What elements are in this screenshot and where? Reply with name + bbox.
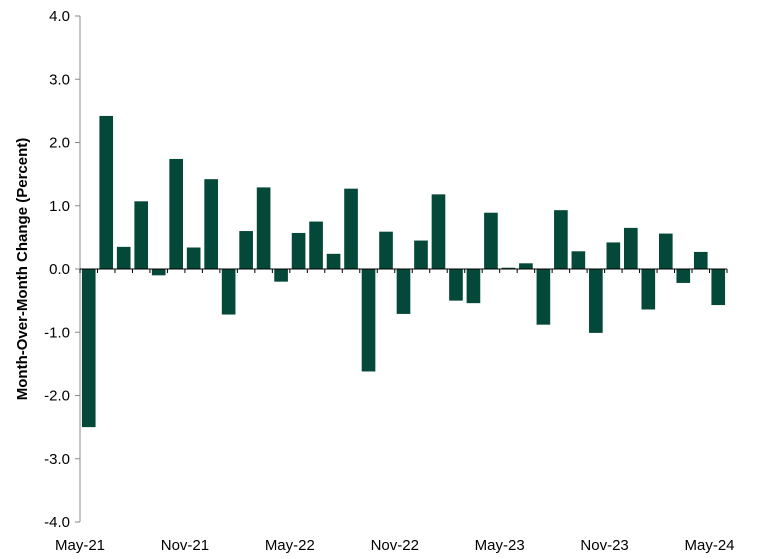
bar-Apr-24 bbox=[693, 251, 708, 269]
bar-Aug-21 bbox=[134, 201, 149, 269]
bar-Sep-22 bbox=[361, 269, 376, 372]
bar-Jun-21 bbox=[99, 115, 114, 269]
bar-group bbox=[81, 115, 726, 428]
y-tick-label: -2.0 bbox=[44, 388, 70, 405]
bar-Aug-23 bbox=[554, 210, 568, 269]
bar-Jun-22 bbox=[309, 221, 323, 269]
bar-Jan-22 bbox=[221, 269, 236, 315]
x-tick-label: May-24 bbox=[684, 537, 734, 554]
x-tick-label: May-21 bbox=[55, 537, 105, 554]
x-tick-label: Nov-23 bbox=[580, 537, 628, 554]
bar-Jul-21 bbox=[116, 246, 131, 269]
bar-Dec-23 bbox=[624, 227, 638, 269]
x-tick-label: May-22 bbox=[265, 537, 315, 554]
y-tick-label: -1.0 bbox=[44, 324, 70, 341]
bar-Oct-23 bbox=[589, 269, 603, 333]
bar-Feb-23 bbox=[449, 269, 463, 301]
bar-Apr-22 bbox=[274, 269, 288, 282]
bar-Nov-21 bbox=[186, 247, 201, 269]
bar-Apr-23 bbox=[484, 212, 498, 269]
bar-Feb-24 bbox=[658, 233, 673, 269]
y-tick-label: -3.0 bbox=[44, 451, 70, 468]
bar-Mar-22 bbox=[256, 187, 271, 269]
bar-Sep-23 bbox=[571, 251, 586, 269]
bar-Mar-24 bbox=[676, 269, 691, 283]
bar-May-22 bbox=[291, 232, 306, 269]
bar-Dec-22 bbox=[414, 240, 428, 269]
y-tick-label: 2.0 bbox=[49, 135, 70, 152]
bar-Nov-22 bbox=[396, 269, 411, 314]
y-tick-label: 3.0 bbox=[49, 71, 70, 88]
bar-Oct-22 bbox=[379, 231, 393, 269]
y-tick-group: -4.0 -3.0 -2.0 -1.0 0.0 1.0 2.0 3.0 4.0 bbox=[44, 8, 80, 531]
bar-May-21 bbox=[81, 269, 96, 428]
y-tick-label: 1.0 bbox=[49, 198, 70, 215]
bar-Oct-21 bbox=[169, 158, 183, 269]
bar-Dec-21 bbox=[204, 179, 218, 269]
bar-Jan-24 bbox=[641, 269, 656, 310]
x-tick-label: May-23 bbox=[475, 537, 525, 554]
y-tick-label: 4.0 bbox=[49, 8, 70, 25]
bar-Nov-23 bbox=[606, 242, 621, 269]
bar-Jan-23 bbox=[431, 194, 446, 269]
bar-May-24 bbox=[711, 269, 726, 306]
bar-Jul-22 bbox=[326, 253, 341, 269]
bar-Jun-23 bbox=[519, 263, 533, 269]
x-tick-label: Nov-21 bbox=[161, 537, 209, 554]
bar-Aug-22 bbox=[344, 188, 358, 269]
x-tick-group: May-21 Nov-21 May-22 Nov-22 May-23 Nov-23 May-… bbox=[55, 269, 735, 554]
x-tick-label: Nov-22 bbox=[371, 537, 419, 554]
bar-Feb-22 bbox=[239, 231, 253, 269]
y-axis-title: Month-Over-Month Change (Percent) bbox=[14, 138, 31, 401]
bar-Sep-21 bbox=[151, 269, 166, 276]
bar-Jul-23 bbox=[536, 269, 551, 325]
bar-May-23 bbox=[501, 267, 516, 269]
bar-Mar-23 bbox=[466, 269, 481, 304]
y-tick-label: 0.0 bbox=[49, 261, 70, 278]
y-tick-label: -4.0 bbox=[44, 514, 70, 531]
